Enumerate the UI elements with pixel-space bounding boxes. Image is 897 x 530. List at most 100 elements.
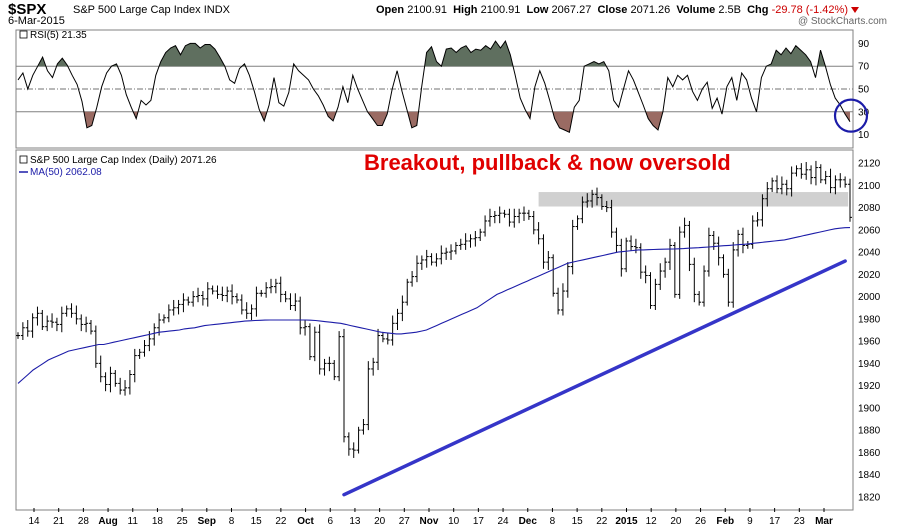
- ohlc-bar: [239, 294, 244, 315]
- ohlc-bar: [64, 305, 69, 317]
- ohlc-bar: [424, 249, 429, 268]
- x-tick-label: Sep: [198, 516, 216, 527]
- price-tick-label: 1920: [858, 381, 881, 392]
- ohlc-bar: [745, 241, 750, 249]
- ohlc-bar: [414, 255, 419, 283]
- ohlc-bar: [804, 162, 809, 180]
- x-tick-label: 15: [251, 516, 263, 527]
- x-tick-label: 13: [349, 516, 361, 527]
- ohlc-bar: [103, 372, 108, 392]
- high-value: 2100.91: [480, 4, 521, 16]
- ohlc-bar: [298, 296, 303, 335]
- ohlc-bar: [269, 278, 274, 294]
- ohlc-bar: [419, 255, 424, 270]
- ohlc-bar: [69, 303, 74, 318]
- x-tick-label: 27: [399, 516, 411, 527]
- rsi-overbought-fill: [766, 45, 812, 67]
- price-tick-label: 2060: [858, 225, 881, 236]
- x-tick-label: 26: [695, 516, 707, 527]
- rsi-oversold-fill: [260, 111, 267, 121]
- ohlc-bar: [828, 168, 833, 194]
- ohlc-bar: [487, 208, 492, 227]
- price-tick-label: 1840: [858, 470, 881, 481]
- ohlc-bar: [633, 238, 638, 254]
- ohlc-bar: [200, 291, 205, 306]
- ohlc-bar: [288, 293, 293, 310]
- ohlc-bar: [205, 282, 210, 307]
- ohlc-bar: [118, 377, 123, 395]
- ohlc-bar: [181, 293, 186, 313]
- ohlc-bar: [30, 313, 35, 338]
- ohlc-bar: [809, 165, 814, 185]
- price-panel-frame: [15, 149, 854, 511]
- ohlc-bar: [123, 380, 128, 396]
- ohlc-bar: [16, 332, 20, 339]
- x-tick-label: 21: [53, 516, 65, 527]
- price-tick-label: 1880: [858, 426, 881, 437]
- ohlc-bar: [843, 176, 848, 188]
- ohlc-bar: [614, 227, 619, 253]
- rsi-tick-label: 90: [858, 39, 870, 50]
- x-tick-label: 9: [747, 516, 753, 527]
- x-tick-label: Mar: [815, 516, 833, 527]
- ohlc-bar: [629, 235, 634, 252]
- x-tick-label: Nov: [420, 516, 439, 527]
- ohlc-bar: [215, 285, 220, 299]
- ohlc-bar: [536, 222, 541, 245]
- ohlc-bar: [400, 295, 405, 322]
- ohlc-bar: [458, 238, 463, 250]
- ohlc-bar: [789, 166, 794, 197]
- ohlc-bar: [643, 265, 648, 284]
- ohlc-bar: [108, 366, 113, 393]
- ohlc-bar: [327, 356, 332, 372]
- price-tick-label: 2120: [858, 159, 881, 170]
- rsi-overbought-fill: [441, 41, 513, 67]
- rsi-tick-label: 10: [858, 130, 870, 141]
- ohlc-bar: [716, 236, 721, 266]
- ohlc-bar: [405, 278, 410, 306]
- chart-date: 6-Mar-2015: [8, 15, 65, 27]
- ohlc-bar: [337, 331, 342, 382]
- ohlc-bar: [492, 210, 497, 224]
- ohlc-bar: [522, 206, 527, 221]
- ohlc-bar: [638, 243, 643, 279]
- price-panel: 1820184018601880190019201940196019802000…: [15, 149, 881, 527]
- ohlc-bar: [307, 323, 312, 361]
- open-value: 2100.91: [407, 4, 447, 16]
- ohlc-bar: [736, 229, 741, 257]
- x-tick-label: 11: [128, 516, 139, 527]
- ohlc-bar: [517, 208, 522, 224]
- ohlc-bar: [760, 194, 765, 227]
- price-tick-label: 1940: [858, 359, 881, 370]
- rsi-legend-swatch: [19, 30, 28, 39]
- x-tick-label: Aug: [98, 516, 117, 527]
- ohlc-bar: [429, 253, 434, 266]
- x-tick-label: Oct: [297, 516, 314, 527]
- ohlc-bar: [526, 209, 531, 220]
- support-trendline: [342, 259, 847, 497]
- ohlc-bar: [132, 348, 137, 383]
- ohlc-bar: [127, 370, 132, 395]
- price-tick-label: 1860: [858, 448, 881, 459]
- ohlc-bar: [74, 305, 79, 325]
- ohlc-bar: [434, 253, 439, 267]
- close-label: Close: [597, 4, 628, 16]
- x-tick-label: 17: [769, 516, 781, 527]
- ohlc-bar: [507, 208, 512, 227]
- low-value: 2067.27: [551, 4, 592, 16]
- price-tick-label: 1960: [858, 337, 881, 348]
- ohlc-bar: [692, 257, 697, 303]
- ohlc-bar: [254, 286, 259, 317]
- ohlc-bar: [390, 315, 395, 346]
- ohlc-bar: [59, 306, 64, 333]
- down-arrow-icon: [851, 7, 859, 14]
- rsi-oversold-fill: [83, 111, 96, 128]
- price-tick-label: 1980: [858, 314, 881, 325]
- ohlc-bar: [497, 206, 502, 224]
- ohlc-bar: [88, 319, 93, 335]
- ohlc-bar: [590, 189, 595, 208]
- ohlc-bar: [35, 306, 40, 326]
- price-tick-label: 2000: [858, 292, 881, 303]
- long-name: S&P 500 Large Cap Index: [73, 4, 201, 16]
- ohlc-bar: [84, 316, 89, 333]
